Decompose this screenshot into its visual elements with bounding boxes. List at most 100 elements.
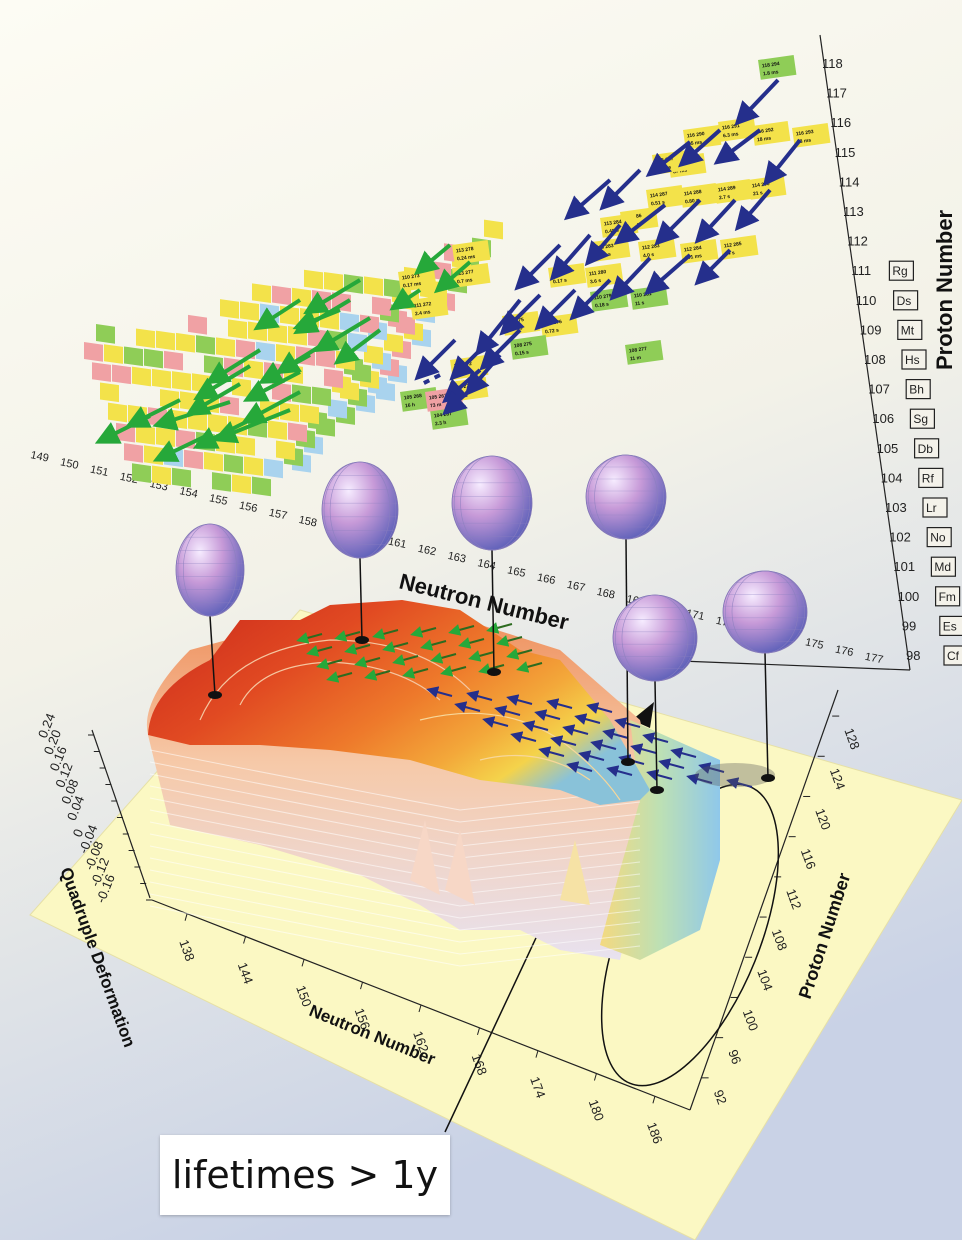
nuclide-label: 116 292 bbox=[756, 127, 775, 135]
nuclide-halflife: 2.3 h bbox=[435, 420, 447, 428]
nuclide-cell-bg bbox=[720, 234, 759, 260]
arrow-icon bbox=[440, 665, 467, 677]
arrow-icon bbox=[253, 298, 302, 331]
arrow-icon bbox=[420, 639, 447, 651]
nuclide-cell bbox=[224, 454, 243, 474]
upper-neutron-tick-label: 168 bbox=[596, 586, 616, 602]
nuclide-cell bbox=[312, 386, 331, 407]
nuclide-halflife: 0.17 s bbox=[553, 278, 568, 286]
arrow-icon bbox=[402, 667, 429, 679]
lower-neutron-tick-mark bbox=[418, 1004, 422, 1013]
nuclide-label: 111 272 bbox=[414, 301, 432, 309]
arrow-icon bbox=[458, 637, 485, 649]
upper-proton-tick-label: 115 bbox=[835, 145, 856, 160]
nuclide-cell bbox=[96, 324, 115, 344]
lower-neutron-tick-mark bbox=[593, 1073, 597, 1081]
nuclide-cell bbox=[272, 382, 291, 402]
nuclide-cell bbox=[364, 344, 383, 365]
element-symbol: Lr bbox=[926, 501, 937, 515]
nuclide-label: 112 284 bbox=[684, 245, 703, 253]
arrow-icon bbox=[392, 654, 419, 666]
nucleus-shapes bbox=[175, 454, 808, 794]
arrow-icon bbox=[479, 328, 522, 371]
element-symbol-box bbox=[922, 497, 948, 518]
arrow-icon bbox=[678, 128, 722, 168]
arrow-icon bbox=[562, 724, 589, 736]
lower-proton-tick-label: 120 bbox=[812, 806, 834, 832]
lower-proton-tick-label: 116 bbox=[798, 847, 819, 872]
nuclide-cell bbox=[136, 425, 155, 445]
arrow-icon bbox=[584, 223, 622, 267]
arrow-icon bbox=[292, 308, 341, 332]
arrow-icon bbox=[686, 773, 713, 785]
nuclide-label: 108 275 bbox=[514, 341, 533, 349]
arrow-icon bbox=[193, 364, 252, 401]
nuclide-cell bbox=[232, 474, 251, 494]
arrow-icon bbox=[546, 698, 573, 710]
arrow-icon bbox=[643, 253, 692, 296]
upper-proton-tick-label: 103 bbox=[885, 500, 907, 515]
arrow-icon bbox=[192, 418, 251, 449]
arrow-icon bbox=[242, 370, 301, 402]
upper-proton-tick-label: 104 bbox=[881, 470, 903, 485]
lower-neutron-tick-label: 162 bbox=[410, 1029, 432, 1055]
arrow-icon bbox=[326, 671, 353, 683]
green-decay-arrows bbox=[94, 243, 472, 462]
upper-proton-tick-label: 114 bbox=[839, 174, 860, 189]
nuclide-cell bbox=[252, 283, 271, 304]
arrow-icon bbox=[514, 243, 562, 291]
arrow-icon bbox=[334, 630, 361, 642]
arrow-icon bbox=[94, 414, 151, 444]
nuclide-halflife: 18 ms bbox=[757, 135, 772, 143]
nuclide-cell bbox=[132, 366, 151, 387]
prolate-nucleus-icon bbox=[612, 594, 698, 794]
element-symbol-box bbox=[913, 438, 940, 459]
nuclide-cell bbox=[144, 445, 163, 465]
arrow-icon bbox=[333, 328, 382, 365]
arrow-icon bbox=[522, 720, 549, 732]
lower-neutron-tick-label: 150 bbox=[293, 983, 315, 1009]
upper-proton-tick-label: 111 bbox=[851, 263, 871, 278]
arrow-icon bbox=[599, 168, 642, 211]
nuclide-cell-bg bbox=[758, 54, 797, 80]
nuclide-halflife: 16 h bbox=[405, 402, 416, 409]
nuclide-label: 113 278 bbox=[456, 246, 475, 254]
nuclide-cell bbox=[328, 398, 347, 419]
arrow-icon bbox=[316, 658, 343, 670]
nuclide-cell bbox=[156, 330, 175, 351]
nuclide-label: 114 287 bbox=[650, 191, 669, 199]
nuclide-cell bbox=[276, 343, 295, 364]
arrow-icon bbox=[382, 641, 409, 653]
element-symbol-box bbox=[888, 260, 915, 281]
nuclide-cell bbox=[124, 443, 143, 463]
nuclide-cell bbox=[196, 335, 215, 355]
nuclide-cell bbox=[264, 458, 283, 479]
nuclide-label: 112 285 bbox=[724, 241, 743, 249]
element-symbol-box bbox=[943, 645, 962, 666]
element-symbol: Hs bbox=[905, 353, 920, 367]
nuclide-label: 114 289 bbox=[718, 185, 737, 193]
upper-neutron-tick-label: 177 bbox=[864, 651, 884, 667]
nuclide-halflife: 34 s bbox=[725, 250, 736, 257]
arrow-icon bbox=[240, 390, 301, 424]
upper-proton-tick-label: 110 bbox=[856, 293, 877, 308]
arrow-icon bbox=[694, 248, 732, 286]
upper-proton-ticks: 118 117 116 115 114 113 112 111 110 109 108 107 106 1… bbox=[822, 56, 920, 663]
arrow-icon bbox=[713, 128, 762, 165]
nuclide-cell bbox=[220, 395, 239, 416]
lower-neutron-tick-label: 144 bbox=[235, 960, 257, 986]
arrow-icon bbox=[726, 777, 753, 789]
lower-neutron-tick-mark bbox=[360, 982, 364, 990]
arrow-icon bbox=[658, 758, 685, 770]
nuclide-label: 114 290 bbox=[752, 181, 771, 189]
lower-proton-tick-label: 128 bbox=[841, 726, 863, 752]
nuclide-cell bbox=[300, 404, 319, 425]
nuclide-cell bbox=[176, 332, 195, 353]
arrow-icon bbox=[303, 278, 362, 315]
arrow-icon bbox=[306, 645, 333, 657]
nuclide-cell bbox=[188, 314, 207, 335]
arrow-icon bbox=[410, 626, 437, 638]
